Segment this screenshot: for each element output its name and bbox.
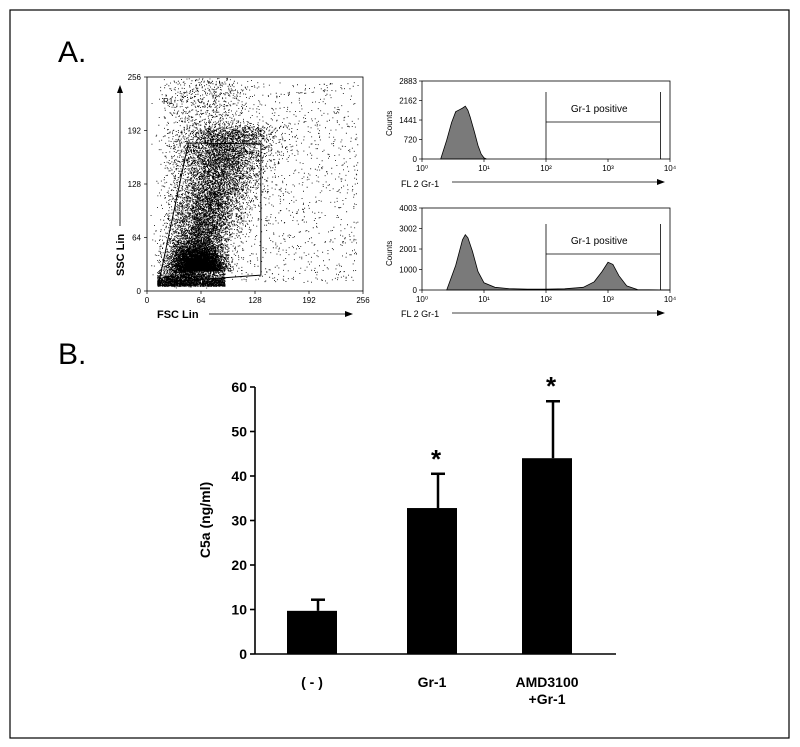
histogram-y-tick-label: 3002: [399, 225, 417, 234]
significance-star: *: [431, 444, 442, 474]
histogram-y-tick-label: 1441: [399, 116, 417, 125]
bar-y-axis-label: C5a (ng/ml): [197, 482, 213, 558]
histogram-x-tick-label: 10²: [540, 295, 552, 304]
bar-category-label: Gr-1: [418, 674, 447, 690]
bar-y-tick-label: 50: [231, 424, 247, 440]
histogram-top-y-ticks: 0 720 1441 2162 2883: [399, 77, 422, 164]
bar-significance-marks: **: [431, 371, 557, 474]
scatter-x-tick-label: 128: [248, 296, 262, 305]
histogram-y-tick-label: 2883: [399, 77, 417, 86]
bar: [407, 508, 457, 654]
histogram-bottom-gate-label: Gr-1 positive: [571, 236, 628, 247]
bar: [522, 458, 572, 654]
histogram-top-x-arrowhead: [657, 179, 665, 185]
bar-y-tick-label: 10: [231, 602, 247, 618]
bar-y-tick-label: 0: [239, 646, 247, 662]
histogram-top-x-ticks: 10⁰ 10¹ 10² 10³ 10⁴: [416, 159, 677, 173]
scatter-plot: R1 0 64 128 192 256 0 64 128 192 256 FSC Lin SSC…: [115, 73, 370, 321]
histogram-bottom-x-ticks: 10⁰ 10¹ 10² 10³ 10⁴: [416, 290, 677, 304]
histogram-y-tick-label: 0: [413, 155, 418, 164]
scatter-x-tick-label: 192: [302, 296, 316, 305]
histogram-y-tick-label: 720: [404, 136, 418, 145]
histogram-top-x-axis-label: FL 2 Gr-1: [401, 179, 439, 189]
scatter-gate-label: R1: [163, 97, 174, 106]
scatter-x-axis-arrowhead: [345, 311, 353, 317]
bar-y-tick-label: 30: [231, 513, 247, 529]
histogram-top: Gr-1 positive 10⁰ 10¹ 10² 10³ 10⁴ 0 720 1441 21…: [385, 77, 677, 189]
significance-star: *: [546, 371, 557, 401]
histogram-bottom-y-axis-label: Counts: [385, 241, 394, 266]
bar-category-label: ( - ): [301, 674, 323, 690]
scatter-x-axis-label: FSC Lin: [157, 309, 199, 321]
histogram-x-tick-label: 10⁴: [664, 295, 677, 304]
figure-border: [9, 9, 790, 739]
bar-y-ticks: 0 10 20 30 40 50 60: [231, 379, 255, 662]
bar-category-label: +Gr-1: [529, 691, 566, 707]
panel-a-label: A.: [58, 36, 86, 69]
scatter-x-ticks: 0 64 128 192 256: [145, 291, 370, 305]
bar: [287, 610, 337, 654]
histogram-bottom-x-axis-label: FL 2 Gr-1: [401, 309, 439, 319]
scatter-gate-r1: [158, 142, 262, 284]
scatter-points: [150, 77, 359, 289]
scatter-y-axis-arrowhead: [117, 85, 123, 93]
panel-b-label: B.: [58, 338, 86, 371]
bar-x-tick-labels: ( - ) Gr-1 AMD3100+Gr-1: [301, 674, 579, 707]
histogram-x-tick-label: 10¹: [478, 295, 490, 304]
histogram-top-gate-label: Gr-1 positive: [571, 104, 628, 115]
histogram-y-tick-label: 0: [413, 286, 418, 295]
bar-category-label: AMD3100: [515, 674, 578, 690]
histogram-x-tick-label: 10⁰: [416, 295, 428, 304]
scatter-y-tick-label: 0: [137, 287, 142, 296]
bar-y-tick-label: 20: [231, 557, 247, 573]
scatter-y-tick-label: 256: [128, 73, 142, 82]
bar-error-bars: [311, 399, 560, 611]
histogram-x-tick-label: 10²: [540, 164, 552, 173]
histogram-y-tick-label: 4003: [399, 204, 417, 213]
histogram-y-tick-label: 2162: [399, 97, 417, 106]
histogram-bottom-x-arrowhead: [657, 310, 665, 316]
bar-y-tick-label: 40: [231, 468, 247, 484]
histogram-x-tick-label: 10³: [602, 164, 614, 173]
histogram-top-y-axis-label: Counts: [385, 111, 394, 136]
histogram-x-tick-label: 10¹: [478, 164, 490, 173]
scatter-event-cloud: [150, 77, 359, 289]
histogram-top-series: [440, 105, 487, 160]
scatter-y-tick-label: 64: [132, 234, 141, 243]
bar-y-tick-label: 60: [231, 379, 247, 395]
scatter-x-tick-label: 0: [145, 296, 150, 305]
histogram-x-tick-label: 10³: [602, 295, 614, 304]
histogram-bottom: Gr-1 positive 10⁰ 10¹ 10² 10³ 10⁴ 0 1000 2001 3…: [385, 204, 677, 319]
histogram-top-gate: [545, 92, 661, 159]
scatter-y-axis-label: SSC Lin: [115, 234, 127, 276]
scatter-y-tick-label: 192: [128, 127, 142, 136]
scatter-y-tick-label: 128: [128, 180, 142, 189]
histogram-y-tick-label: 2001: [399, 245, 417, 254]
bar-series: [287, 458, 572, 654]
histogram-x-tick-label: 10⁰: [416, 164, 428, 173]
histogram-x-tick-label: 10⁴: [664, 164, 677, 173]
scatter-x-tick-label: 256: [356, 296, 370, 305]
histogram-y-tick-label: 1000: [399, 266, 417, 275]
histogram-bottom-gate: [545, 224, 661, 290]
scatter-x-tick-label: 64: [197, 296, 206, 305]
scatter-y-ticks: 0 64 128 192 256: [128, 73, 147, 296]
histogram-bottom-y-ticks: 0 1000 2001 3002 4003: [399, 204, 422, 295]
